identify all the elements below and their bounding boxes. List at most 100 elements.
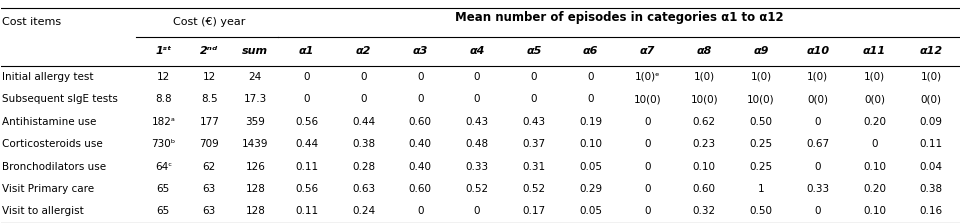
Text: 1ˢᵗ: 1ˢᵗ <box>155 46 171 56</box>
Text: 0.05: 0.05 <box>579 162 603 172</box>
Text: Initial allergy test: Initial allergy test <box>2 72 94 82</box>
Text: 0: 0 <box>360 94 367 104</box>
Text: 0.50: 0.50 <box>750 206 773 216</box>
Text: 0.60: 0.60 <box>408 184 431 194</box>
Text: 1(0): 1(0) <box>694 72 715 82</box>
Text: 10(0): 10(0) <box>690 94 718 104</box>
Text: 0.33: 0.33 <box>806 184 829 194</box>
Text: 65: 65 <box>157 184 170 194</box>
Text: 0.29: 0.29 <box>579 184 603 194</box>
Text: 0.10: 0.10 <box>579 139 603 149</box>
Text: 0.17: 0.17 <box>522 206 545 216</box>
Text: α7: α7 <box>640 46 655 56</box>
Text: Corticosteroids use: Corticosteroids use <box>2 139 103 149</box>
Text: 0: 0 <box>814 206 821 216</box>
Text: 0.50: 0.50 <box>750 117 773 127</box>
Text: 0.52: 0.52 <box>465 184 488 194</box>
Text: 359: 359 <box>245 117 265 127</box>
Text: 1(0)ᵉ: 1(0)ᵉ <box>634 72 660 82</box>
Text: 0.56: 0.56 <box>295 184 318 194</box>
Text: Subsequent sIgE tests: Subsequent sIgE tests <box>2 94 118 104</box>
Text: α1: α1 <box>299 46 314 56</box>
Text: 1(0): 1(0) <box>751 72 772 82</box>
Text: 1(0): 1(0) <box>921 72 942 82</box>
Text: 0: 0 <box>474 206 480 216</box>
Text: 0: 0 <box>530 72 537 82</box>
Text: 128: 128 <box>245 184 265 194</box>
Text: 0.44: 0.44 <box>295 139 318 149</box>
Text: 0.11: 0.11 <box>295 206 318 216</box>
Text: 709: 709 <box>200 139 219 149</box>
Text: 0: 0 <box>644 139 651 149</box>
Text: 0: 0 <box>644 162 651 172</box>
Text: 12: 12 <box>203 72 216 82</box>
Text: 2ⁿᵈ: 2ⁿᵈ <box>200 46 218 56</box>
Text: 0.67: 0.67 <box>806 139 829 149</box>
Text: 0(0): 0(0) <box>807 94 828 104</box>
Text: 63: 63 <box>203 184 216 194</box>
Text: 0.05: 0.05 <box>579 206 603 216</box>
Text: 1439: 1439 <box>242 139 268 149</box>
Text: 0.16: 0.16 <box>920 206 943 216</box>
Text: 1(0): 1(0) <box>807 72 828 82</box>
Text: 0.31: 0.31 <box>522 162 545 172</box>
Text: 0.04: 0.04 <box>920 162 943 172</box>
Text: 0(0): 0(0) <box>921 94 942 104</box>
Text: α12: α12 <box>920 46 943 56</box>
Text: 0.10: 0.10 <box>863 206 886 216</box>
Text: 177: 177 <box>199 117 219 127</box>
Text: 0: 0 <box>530 94 537 104</box>
Text: 1: 1 <box>757 184 764 194</box>
Text: 8.5: 8.5 <box>201 94 217 104</box>
Text: 12: 12 <box>157 72 170 82</box>
Text: 730ᵇ: 730ᵇ <box>151 139 176 149</box>
Text: 0: 0 <box>644 184 651 194</box>
Text: 0: 0 <box>474 94 480 104</box>
Text: 64ᶜ: 64ᶜ <box>155 162 172 172</box>
Text: α4: α4 <box>469 46 484 56</box>
Text: 0.33: 0.33 <box>465 162 488 172</box>
Text: 63: 63 <box>203 206 216 216</box>
Text: 0.38: 0.38 <box>352 139 375 149</box>
Text: 0.32: 0.32 <box>693 206 716 216</box>
Text: Cost (€) year: Cost (€) year <box>173 17 245 27</box>
Text: α9: α9 <box>753 46 769 56</box>
Text: 0.62: 0.62 <box>693 117 716 127</box>
Text: 0: 0 <box>644 206 651 216</box>
Text: 0.38: 0.38 <box>920 184 943 194</box>
Text: 0.60: 0.60 <box>693 184 716 194</box>
Text: 0.19: 0.19 <box>579 117 603 127</box>
Text: 10(0): 10(0) <box>747 94 775 104</box>
Text: 0.56: 0.56 <box>295 117 318 127</box>
Text: α3: α3 <box>412 46 428 56</box>
Text: 1(0): 1(0) <box>864 72 885 82</box>
Text: 0: 0 <box>360 72 367 82</box>
Text: 24: 24 <box>249 72 262 82</box>
Text: 0.40: 0.40 <box>408 162 431 172</box>
Text: 0.28: 0.28 <box>352 162 375 172</box>
Text: 65: 65 <box>157 206 170 216</box>
Text: 0.43: 0.43 <box>465 117 488 127</box>
Text: sum: sum <box>242 46 268 56</box>
Text: 0.20: 0.20 <box>863 117 886 127</box>
Text: 0.60: 0.60 <box>408 117 431 127</box>
Text: α11: α11 <box>863 46 886 56</box>
Text: 0.09: 0.09 <box>920 117 943 127</box>
Text: 0: 0 <box>417 94 424 104</box>
Text: α8: α8 <box>697 46 712 56</box>
Text: 17.3: 17.3 <box>244 94 267 104</box>
Text: 0: 0 <box>304 72 310 82</box>
Text: α10: α10 <box>806 46 829 56</box>
Text: 0.24: 0.24 <box>352 206 375 216</box>
Text: 0.11: 0.11 <box>920 139 943 149</box>
Text: Mean number of episodes in categories α1 to α12: Mean number of episodes in categories α1… <box>455 11 783 24</box>
Text: α5: α5 <box>526 46 541 56</box>
Text: 0(0): 0(0) <box>864 94 885 104</box>
Text: 0: 0 <box>814 162 821 172</box>
Text: 0.40: 0.40 <box>408 139 431 149</box>
Text: Visit to allergist: Visit to allergist <box>2 206 85 216</box>
Text: 0: 0 <box>304 94 310 104</box>
Text: 0.25: 0.25 <box>750 162 773 172</box>
Text: α2: α2 <box>356 46 371 56</box>
Text: 128: 128 <box>245 206 265 216</box>
